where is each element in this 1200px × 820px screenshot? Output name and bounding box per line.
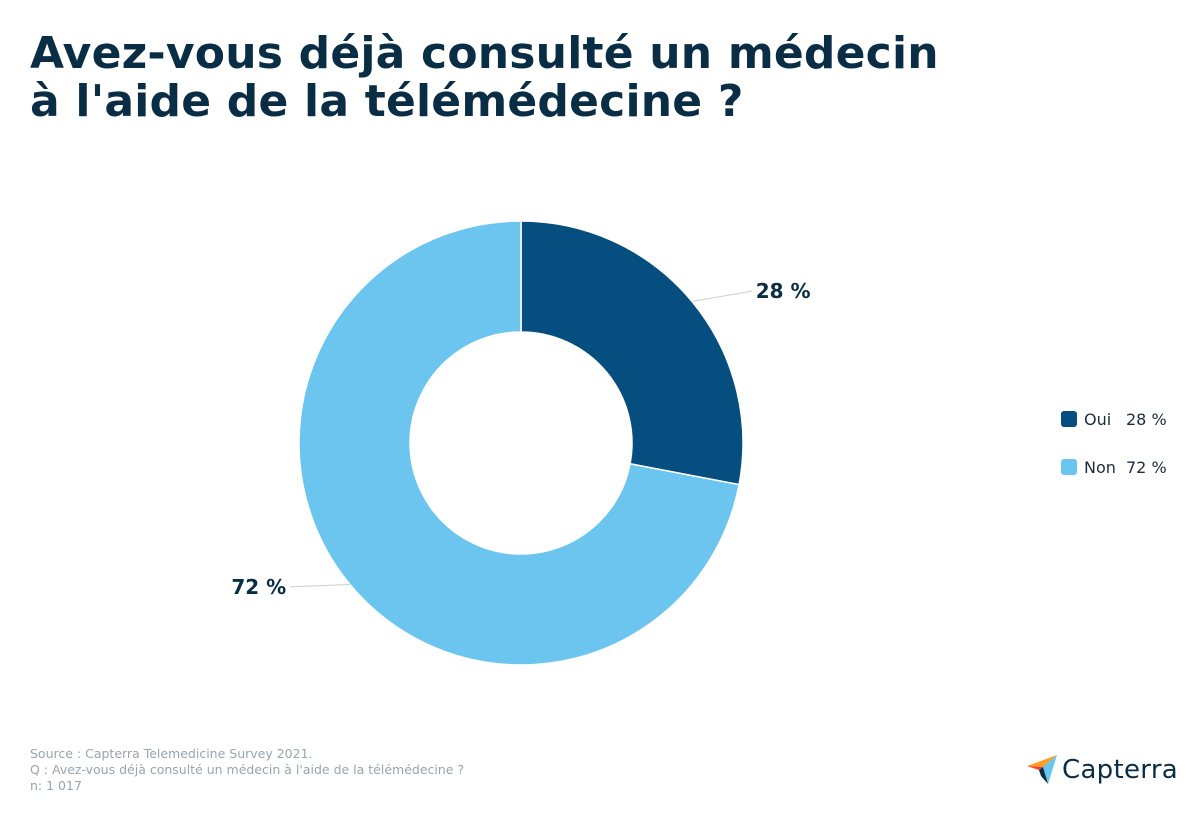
slice-oui[interactable] bbox=[520, 220, 744, 486]
capterra-logo: Capterra bbox=[1026, 754, 1178, 786]
title-line-2: à l'aide de la télémédecine ? bbox=[30, 76, 744, 127]
question-line: Q : Avez-vous déjà consulté un médecin à… bbox=[30, 762, 465, 777]
logo-text: Capterra bbox=[1062, 755, 1179, 785]
legend-label-non: Non bbox=[1084, 457, 1116, 477]
title-line-1: Avez-vous déjà consulté un médecin bbox=[30, 28, 939, 79]
legend: Oui 28 % Non 72 % bbox=[1061, 408, 1167, 504]
source-line: Source : Capterra Telemedicine Survey 20… bbox=[30, 746, 313, 761]
legend-swatch-oui bbox=[1061, 411, 1077, 427]
leader-line-oui bbox=[691, 290, 752, 302]
legend-value-non: 72 % bbox=[1126, 457, 1167, 477]
source-note: Source : Capterra Telemedicine Survey 20… bbox=[30, 746, 464, 794]
legend-item-oui[interactable]: Oui 28 % bbox=[1061, 408, 1167, 430]
legend-label-oui: Oui bbox=[1084, 409, 1112, 429]
leader-line-non bbox=[290, 584, 350, 588]
slice-non[interactable] bbox=[298, 220, 740, 666]
sample-size-line: n: 1 017 bbox=[30, 778, 82, 793]
capterra-arrow-icon bbox=[1027, 755, 1057, 784]
legend-swatch-non bbox=[1061, 459, 1077, 475]
data-label-oui: 28 % bbox=[756, 279, 811, 303]
data-label-non: 72 % bbox=[231, 575, 286, 599]
legend-value-oui: 28 % bbox=[1126, 409, 1167, 429]
chart-title: Avez-vous déjà consulté un médecin à l'a… bbox=[30, 30, 1030, 126]
legend-item-non[interactable]: Non 72 % bbox=[1061, 456, 1167, 478]
